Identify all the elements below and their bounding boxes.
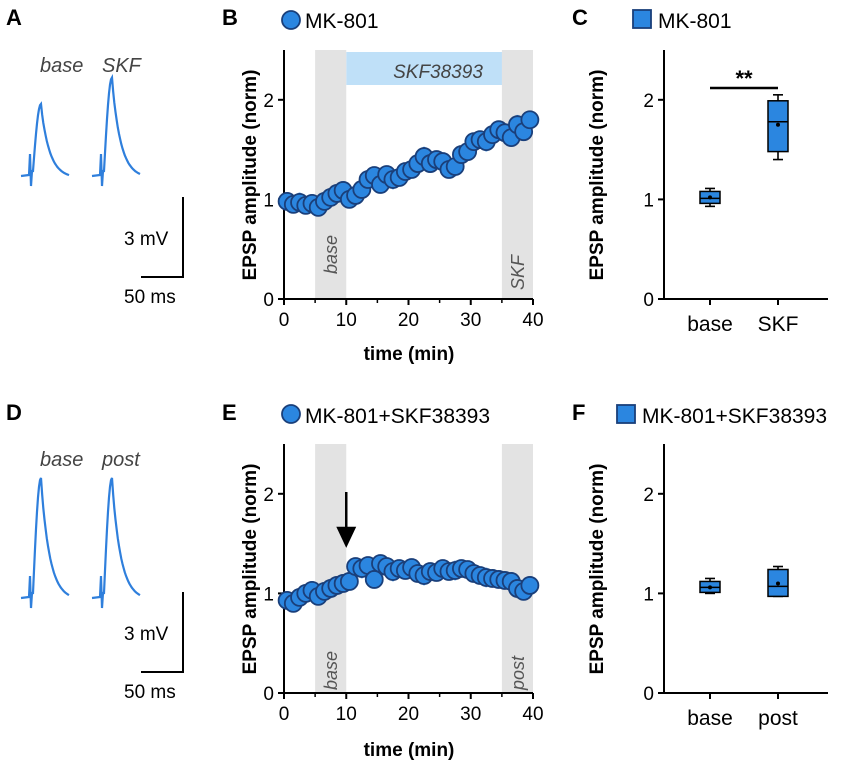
y-tick-label: 1 (263, 190, 274, 211)
data-point (520, 576, 540, 595)
drug-label: SKF38393 (393, 62, 483, 83)
trace-label-base: base (40, 55, 83, 77)
legend-marker (632, 9, 652, 29)
legend-label: MK-801 (305, 10, 379, 33)
scale-time: 50 ms (124, 682, 176, 703)
x-tick-label: 40 (522, 704, 543, 725)
y-tick-label: 2 (263, 485, 274, 506)
mean-marker (776, 122, 780, 127)
legend-label: MK-801 (658, 10, 732, 33)
x-tick-label: 10 (336, 310, 357, 331)
x-tick-label: 20 (398, 310, 419, 331)
mean-marker (708, 585, 712, 590)
data-point (520, 110, 540, 130)
legend-label: MK-801+SKF38393 (642, 405, 827, 428)
y-tick-label: 2 (643, 485, 654, 506)
y-tick-label: 1 (643, 584, 654, 605)
y-tick-label: 2 (643, 91, 654, 112)
application-arrow (336, 492, 357, 548)
x-tick-label: 40 (522, 310, 543, 331)
category-label: base (687, 313, 733, 336)
y-axis-label: EPSP amplitude (norm) (587, 70, 608, 281)
panel-d: D base post 3 mV 50 ms (6, 400, 184, 703)
trace-label-skf: SKF (102, 55, 143, 77)
scale-time: 50 ms (124, 287, 176, 308)
y-tick-label: 0 (643, 684, 654, 705)
y-axis-label: EPSP amplitude (norm) (587, 464, 608, 675)
window-label-post: post (508, 655, 528, 691)
x-axis-label: time (min) (364, 344, 455, 365)
legend-label: MK-801+SKF38393 (305, 405, 490, 428)
x-tick-label: 0 (279, 310, 290, 331)
x-axis-label: time (min) (364, 740, 455, 761)
trace-label-base: base (40, 449, 83, 471)
y-tick-label: 0 (263, 290, 274, 311)
panel-letter-f: F (572, 400, 585, 425)
panel-letter-c: C (572, 5, 588, 30)
panel-e: E MK-801+SKF38393 0 10 20 30 40 0 1 2 base post… (222, 400, 544, 761)
legend-marker (616, 404, 636, 424)
baseline-window (315, 444, 347, 693)
panel-a: A base SKF 3 mV 50 ms (6, 5, 184, 308)
trace-label-post: post (101, 449, 141, 471)
epsp-trace-skf (91, 73, 141, 187)
x-tick-label: 20 (398, 704, 419, 725)
panel-c: C MK-801 0 1 2 base SKF ** EPSP amplitude (n… (572, 5, 828, 336)
scale-bar (141, 197, 184, 278)
y-tick-label: 0 (263, 684, 274, 705)
window-label-base: base (321, 651, 341, 690)
y-tick-label: 0 (643, 290, 654, 311)
panel-f: F MK-801+SKF38393 0 1 2 base post EPSP ampli… (572, 400, 828, 730)
x-tick-label: 10 (336, 704, 357, 725)
y-tick-label: 2 (263, 91, 274, 112)
y-tick-label: 1 (643, 190, 654, 211)
window-label-base: base (321, 235, 341, 274)
legend-marker (281, 10, 301, 30)
baseline-window (501, 50, 533, 299)
panel-letter-a: A (6, 5, 22, 30)
category-label: post (758, 707, 798, 730)
scale-voltage: 3 mV (124, 229, 169, 250)
y-axis-label: EPSP amplitude (norm) (240, 464, 261, 675)
epsp-trace-base (20, 101, 70, 187)
x-tick-label: 30 (460, 310, 481, 331)
y-tick-label: 1 (263, 584, 274, 605)
panel-letter-d: D (6, 400, 22, 425)
epsp-trace-base (20, 477, 70, 609)
data-point (364, 570, 384, 589)
legend-marker (281, 404, 301, 424)
y-axis-label: EPSP amplitude (norm) (240, 70, 261, 281)
category-label: base (687, 707, 733, 730)
epsp-trace-post (91, 477, 141, 609)
mean-marker (708, 195, 712, 200)
x-tick-label: 30 (460, 704, 481, 725)
panel-letter-e: E (222, 400, 237, 425)
baseline-window (315, 50, 347, 299)
scale-bar (141, 592, 184, 673)
mean-marker (776, 581, 780, 586)
window-label-skf: SKF (508, 254, 528, 290)
scale-voltage: 3 mV (124, 624, 169, 645)
panel-letter-b: B (222, 5, 238, 30)
category-label: SKF (758, 313, 799, 336)
x-tick-label: 0 (279, 704, 290, 725)
significance-label: ** (735, 66, 753, 91)
baseline-window (501, 444, 533, 693)
